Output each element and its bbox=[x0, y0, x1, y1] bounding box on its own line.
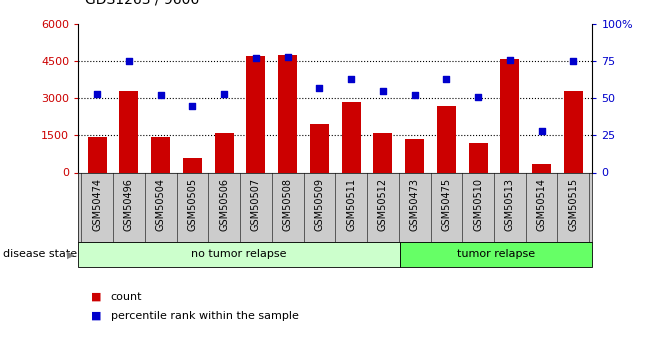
Point bbox=[378, 88, 388, 93]
Text: GSM50508: GSM50508 bbox=[283, 178, 293, 231]
Bar bbox=[374, 133, 393, 172]
Bar bbox=[405, 139, 424, 172]
Text: GSM50473: GSM50473 bbox=[409, 178, 420, 231]
Bar bbox=[501, 59, 519, 172]
Text: GSM50511: GSM50511 bbox=[346, 178, 356, 231]
Point bbox=[124, 58, 134, 64]
Text: ▶: ▶ bbox=[67, 249, 75, 259]
Text: GSM50504: GSM50504 bbox=[156, 178, 165, 231]
Bar bbox=[119, 91, 139, 172]
Text: no tumor relapse: no tumor relapse bbox=[191, 249, 286, 259]
Bar bbox=[310, 124, 329, 172]
Text: GSM50506: GSM50506 bbox=[219, 178, 229, 231]
Bar bbox=[437, 106, 456, 172]
Point bbox=[219, 91, 229, 97]
Point bbox=[409, 92, 420, 98]
Point bbox=[441, 76, 452, 82]
Text: GSM50510: GSM50510 bbox=[473, 178, 483, 231]
Bar bbox=[278, 55, 297, 172]
Text: GSM50475: GSM50475 bbox=[441, 178, 451, 231]
Bar bbox=[151, 137, 170, 172]
Text: GSM50507: GSM50507 bbox=[251, 178, 261, 231]
Point bbox=[473, 94, 483, 100]
Text: percentile rank within the sample: percentile rank within the sample bbox=[111, 311, 299, 321]
Bar bbox=[246, 56, 266, 172]
Bar bbox=[342, 102, 361, 172]
Bar bbox=[564, 91, 583, 172]
Point bbox=[568, 58, 579, 64]
Text: GSM50514: GSM50514 bbox=[536, 178, 547, 231]
Point bbox=[251, 56, 261, 61]
Point bbox=[92, 91, 102, 97]
Text: GSM50512: GSM50512 bbox=[378, 178, 388, 231]
Text: count: count bbox=[111, 292, 142, 302]
Text: GSM50515: GSM50515 bbox=[568, 178, 578, 231]
Bar bbox=[469, 143, 488, 172]
Point bbox=[505, 57, 515, 62]
Point bbox=[346, 76, 356, 82]
Bar bbox=[88, 137, 107, 172]
Bar bbox=[400, 241, 592, 267]
Text: GDS1263 / 9606: GDS1263 / 9606 bbox=[85, 0, 199, 7]
Text: GSM50505: GSM50505 bbox=[187, 178, 197, 231]
Text: disease state: disease state bbox=[3, 249, 77, 259]
Bar bbox=[532, 164, 551, 172]
Text: ■: ■ bbox=[91, 292, 102, 302]
Bar bbox=[183, 158, 202, 172]
Point bbox=[187, 103, 198, 108]
Text: ■: ■ bbox=[91, 311, 102, 321]
Point bbox=[536, 128, 547, 134]
Point bbox=[283, 54, 293, 60]
Text: tumor relapse: tumor relapse bbox=[457, 249, 535, 259]
Text: GSM50474: GSM50474 bbox=[92, 178, 102, 231]
Text: GSM50513: GSM50513 bbox=[505, 178, 515, 231]
Point bbox=[314, 85, 325, 91]
Bar bbox=[215, 133, 234, 172]
Point bbox=[156, 92, 166, 98]
Bar bbox=[78, 241, 400, 267]
Text: GSM50509: GSM50509 bbox=[314, 178, 324, 231]
Text: GSM50496: GSM50496 bbox=[124, 178, 134, 231]
